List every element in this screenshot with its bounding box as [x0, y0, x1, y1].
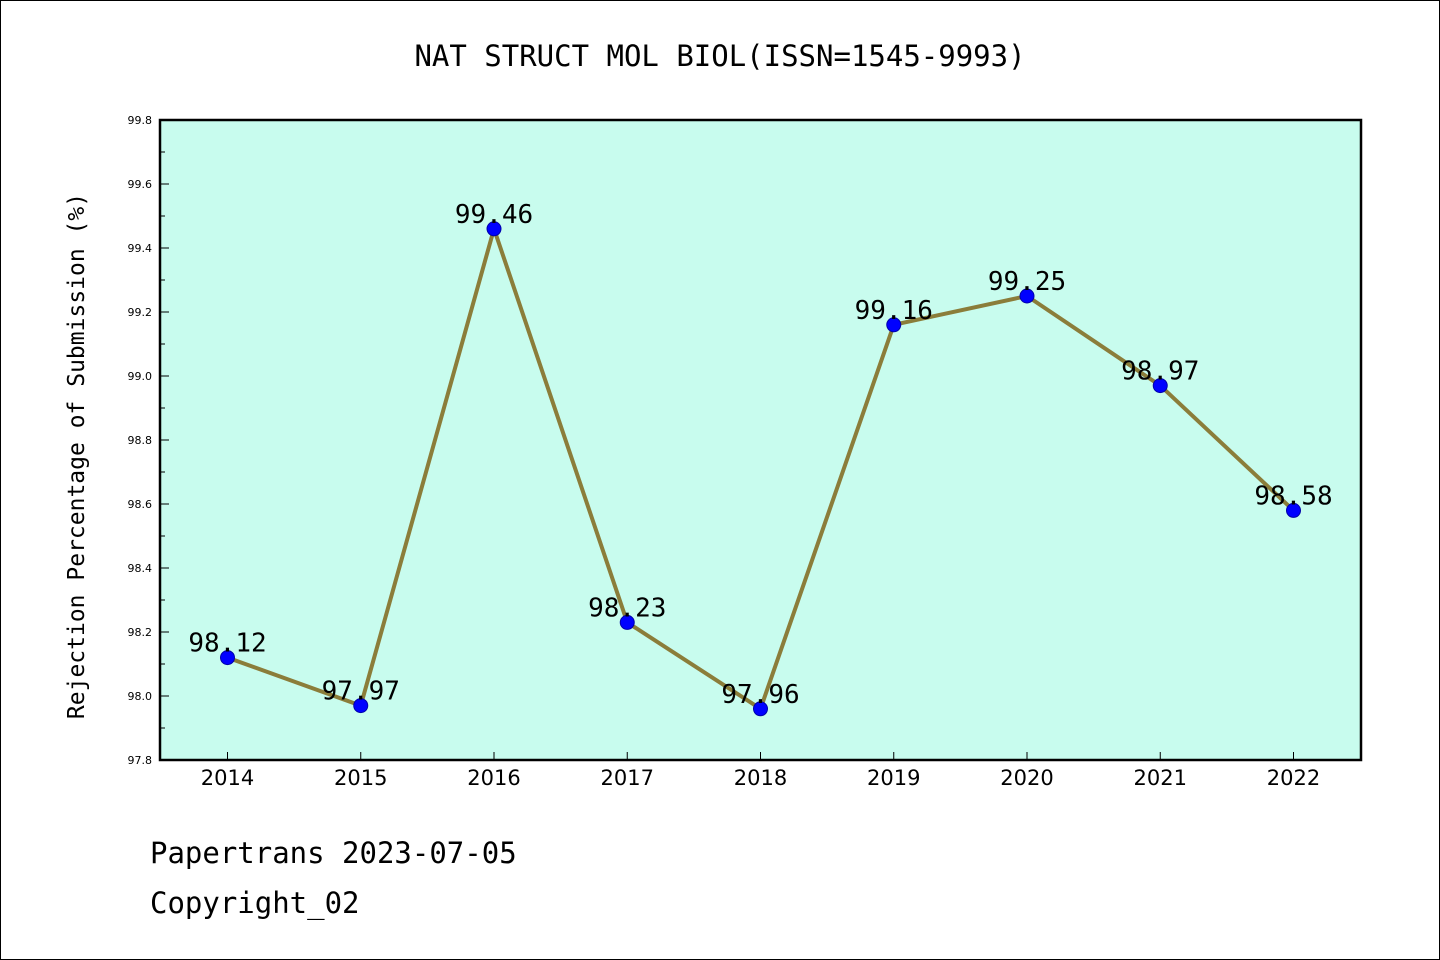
- x-tick-label: 2016: [467, 766, 520, 790]
- data-label: 99.46: [455, 200, 533, 230]
- x-tick-label: 2021: [1134, 766, 1187, 790]
- footer-copyright: Copyright_02: [150, 886, 360, 920]
- y-tick-label: 99.6: [128, 178, 153, 191]
- x-tick-label: 2018: [734, 766, 787, 790]
- y-axis-label: Rejection Percentage of Submission (%): [64, 193, 90, 719]
- data-label: 97.97: [322, 677, 400, 707]
- y-tick-label: 98.8: [128, 434, 153, 447]
- x-tick-label: 2014: [201, 766, 254, 790]
- y-axis: 97.8 98.0 98.2 98.4 98.6 98.8 99.0 99.2 99.4 99.6…: [128, 114, 169, 767]
- data-label: 99.16: [855, 296, 933, 326]
- y-tick-label: 98.4: [128, 562, 153, 575]
- chart-title: NAT STRUCT MOL BIOL(ISSN=1545-9993): [414, 39, 1025, 73]
- x-tick-label: 2015: [334, 766, 387, 790]
- footer-source-date: Papertrans 2023-07-05: [150, 836, 517, 870]
- data-label: 98.58: [1254, 481, 1332, 511]
- data-point: [220, 650, 235, 666]
- data-point: [753, 701, 768, 717]
- y-tick-label: 99.4: [128, 242, 153, 255]
- data-label: 99.25: [988, 267, 1066, 297]
- x-tick-label: 2022: [1267, 766, 1320, 790]
- data-label: 98.23: [588, 593, 666, 623]
- y-tick-label: 97.8: [128, 754, 153, 767]
- data-label: 98.12: [188, 629, 266, 659]
- data-point: [1286, 502, 1301, 518]
- y-tick-label: 99.8: [128, 114, 153, 127]
- x-tick-label: 2017: [601, 766, 654, 790]
- x-axis: 2014 2015 2016 2017 2018 2019 2020 2021 2022: [201, 752, 1320, 790]
- data-point: [619, 614, 635, 630]
- y-tick-label: 99.2: [128, 306, 153, 319]
- y-tick-label: 98.0: [128, 690, 153, 703]
- y-tick-label: 99.0: [128, 370, 153, 383]
- data-point: [1152, 378, 1168, 394]
- data-label: 98.97: [1121, 357, 1199, 387]
- plot-area: [158, 118, 1363, 762]
- data-point: [1019, 288, 1035, 304]
- data-label: 97.96: [721, 680, 799, 710]
- x-tick-label: 2019: [867, 766, 920, 790]
- x-tick-label: 2020: [1000, 766, 1053, 790]
- series-layer: 98.12 97.97 99.46 98.23 97.96 99.16 99.25 98.97…: [188, 200, 1333, 717]
- data-point: [353, 698, 369, 714]
- y-tick-label: 98.6: [128, 498, 153, 511]
- y-tick-label: 98.2: [128, 626, 153, 639]
- data-point: [486, 221, 502, 237]
- data-point: [886, 317, 902, 333]
